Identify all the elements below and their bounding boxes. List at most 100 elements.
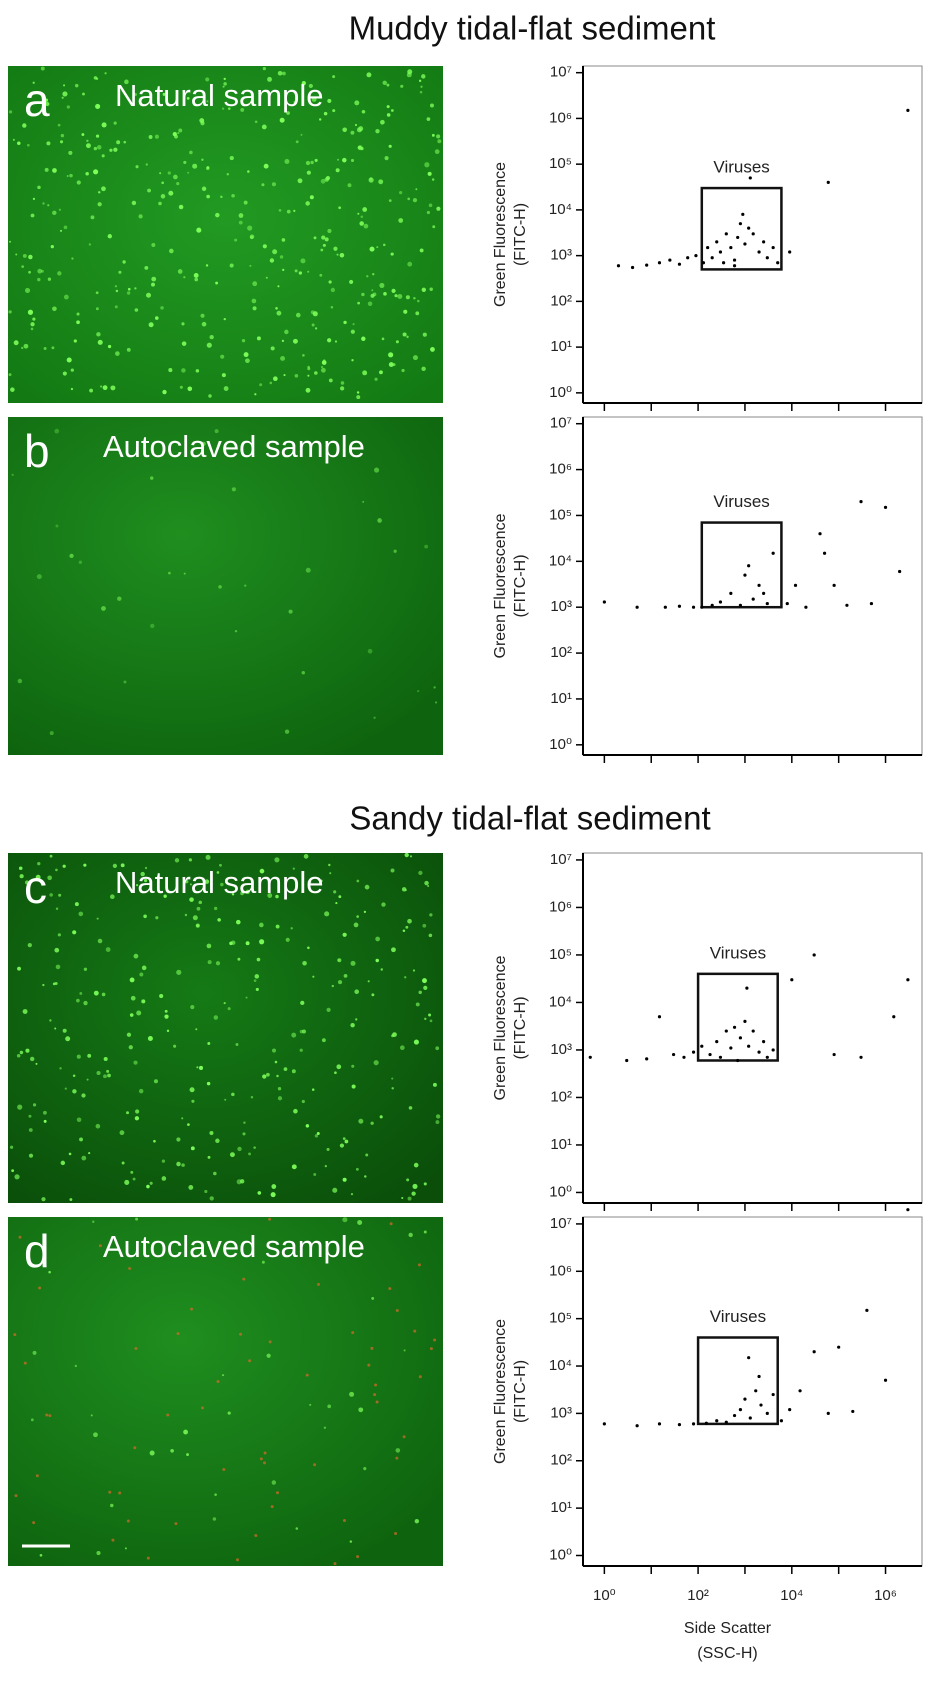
fluorescent-particle	[286, 209, 291, 214]
fluorescent-particle	[37, 268, 43, 274]
fluorescent-particle	[223, 77, 226, 81]
event-point	[761, 240, 766, 244]
fluorescent-particle	[114, 285, 118, 288]
fluorescent-particle	[103, 1074, 107, 1079]
fluorescent-particle	[215, 1138, 220, 1143]
fluorescent-particle	[176, 1137, 181, 1142]
fluorescent-particle	[302, 354, 305, 357]
y-axis-label: Green Fluorescence (FITC-H)	[492, 162, 529, 307]
fluorescent-particle	[183, 160, 187, 165]
red-particle	[45, 1413, 49, 1417]
fluorescent-particle	[421, 74, 426, 79]
fluorescent-particle	[252, 306, 257, 311]
fluorescent-particle	[415, 311, 420, 316]
fluorescent-particle	[207, 960, 212, 965]
fluorescent-particle	[172, 131, 177, 137]
event-point	[771, 245, 775, 250]
fluorescent-particle	[258, 878, 263, 882]
fluorescent-particle	[183, 1429, 189, 1435]
fluorescent-particle	[284, 329, 289, 335]
fluorescent-particle	[196, 924, 200, 928]
fluorescent-particle	[32, 81, 35, 84]
event-point	[761, 591, 766, 595]
fluorescent-particle	[220, 882, 224, 887]
fluorescent-particle	[361, 336, 366, 341]
fluorescent-particle	[126, 1032, 132, 1037]
y-tick-label: 10⁷	[550, 1215, 572, 1232]
fluorescent-particle	[192, 163, 198, 169]
fluorescent-particle	[375, 129, 380, 134]
red-particle	[433, 1338, 437, 1342]
fluorescent-particle	[32, 317, 36, 321]
fluorescent-particle	[274, 1060, 278, 1064]
fluorescent-particle	[239, 1179, 245, 1184]
fluorescent-particle	[96, 145, 102, 150]
fluorescent-particle	[195, 1028, 198, 1031]
x-tick-label: 10⁴	[780, 1587, 803, 1604]
event-point	[906, 1208, 910, 1212]
fluorescent-particle	[237, 957, 241, 961]
fluorescent-particle	[190, 1146, 195, 1151]
fluorescent-particle	[245, 889, 250, 895]
fluorescent-particle	[48, 1270, 51, 1274]
gate-label: Viruses	[710, 1307, 766, 1326]
fluorescent-particle	[332, 109, 336, 113]
fluorescent-particle	[88, 243, 92, 246]
fluorescent-particle	[390, 109, 394, 112]
fluorescent-particle	[350, 158, 355, 163]
fluorescent-particle	[312, 975, 315, 978]
fluorescent-particle	[381, 902, 386, 907]
y-axis-label-line: (FITC-H)	[512, 554, 529, 617]
fluorescent-particle	[283, 374, 286, 377]
fluorescent-particle	[413, 1162, 419, 1168]
fluorescent-particle	[238, 213, 244, 218]
fluorescent-particle	[404, 889, 407, 892]
fluorescent-particle	[364, 1175, 367, 1178]
fluorescent-particle	[424, 544, 429, 549]
fluorescent-particle	[164, 1014, 169, 1019]
red-particle	[429, 1347, 433, 1351]
fluorescent-particle	[30, 327, 34, 331]
fluorescent-particle	[209, 1196, 214, 1201]
event-point	[859, 500, 863, 504]
fluorescent-particle	[74, 902, 79, 907]
event-point	[765, 1411, 769, 1415]
fluorescent-particle	[283, 1067, 288, 1071]
fluorescent-particle	[405, 925, 409, 929]
red-particle	[108, 1490, 112, 1494]
fluorescent-particle	[388, 362, 394, 367]
fluorescent-particle	[170, 1448, 174, 1453]
fluorescent-particle	[351, 1084, 356, 1089]
fluorescent-particle	[96, 1550, 101, 1556]
micrograph-background	[8, 853, 443, 1203]
fluorescent-particle	[371, 1297, 375, 1300]
fluorescent-particle	[37, 861, 41, 866]
red-particle	[111, 1538, 115, 1542]
fluorescent-particle	[76, 312, 80, 316]
fluorescent-particle	[90, 215, 95, 220]
fluorescent-particle	[366, 275, 369, 278]
fluorescent-particle	[427, 171, 432, 176]
red-particle	[389, 1222, 393, 1226]
red-particle	[18, 1235, 22, 1239]
fluorescent-particle	[30, 1056, 35, 1062]
fluorescent-particle	[95, 77, 99, 81]
fluorescent-particle	[350, 130, 355, 135]
fluorescent-particle	[17, 678, 23, 684]
fluorescent-particle	[106, 1069, 110, 1073]
fluorescent-particle	[216, 871, 220, 874]
fluorescent-particle	[154, 134, 159, 139]
event-point	[708, 1052, 712, 1057]
fluorescent-particle	[73, 339, 77, 343]
fluorescent-particle	[209, 1131, 214, 1136]
fluorescent-particle	[295, 140, 299, 144]
fluorescent-particle	[294, 269, 298, 273]
fluorescent-particle	[319, 879, 323, 883]
fluorescent-particle	[8, 110, 13, 114]
fluorescent-particle	[323, 1426, 327, 1429]
fluorescent-particle	[159, 993, 164, 999]
fluorescent-particle	[219, 863, 222, 867]
fluorescent-particle	[435, 1046, 440, 1051]
fluorescent-particle	[101, 154, 105, 158]
